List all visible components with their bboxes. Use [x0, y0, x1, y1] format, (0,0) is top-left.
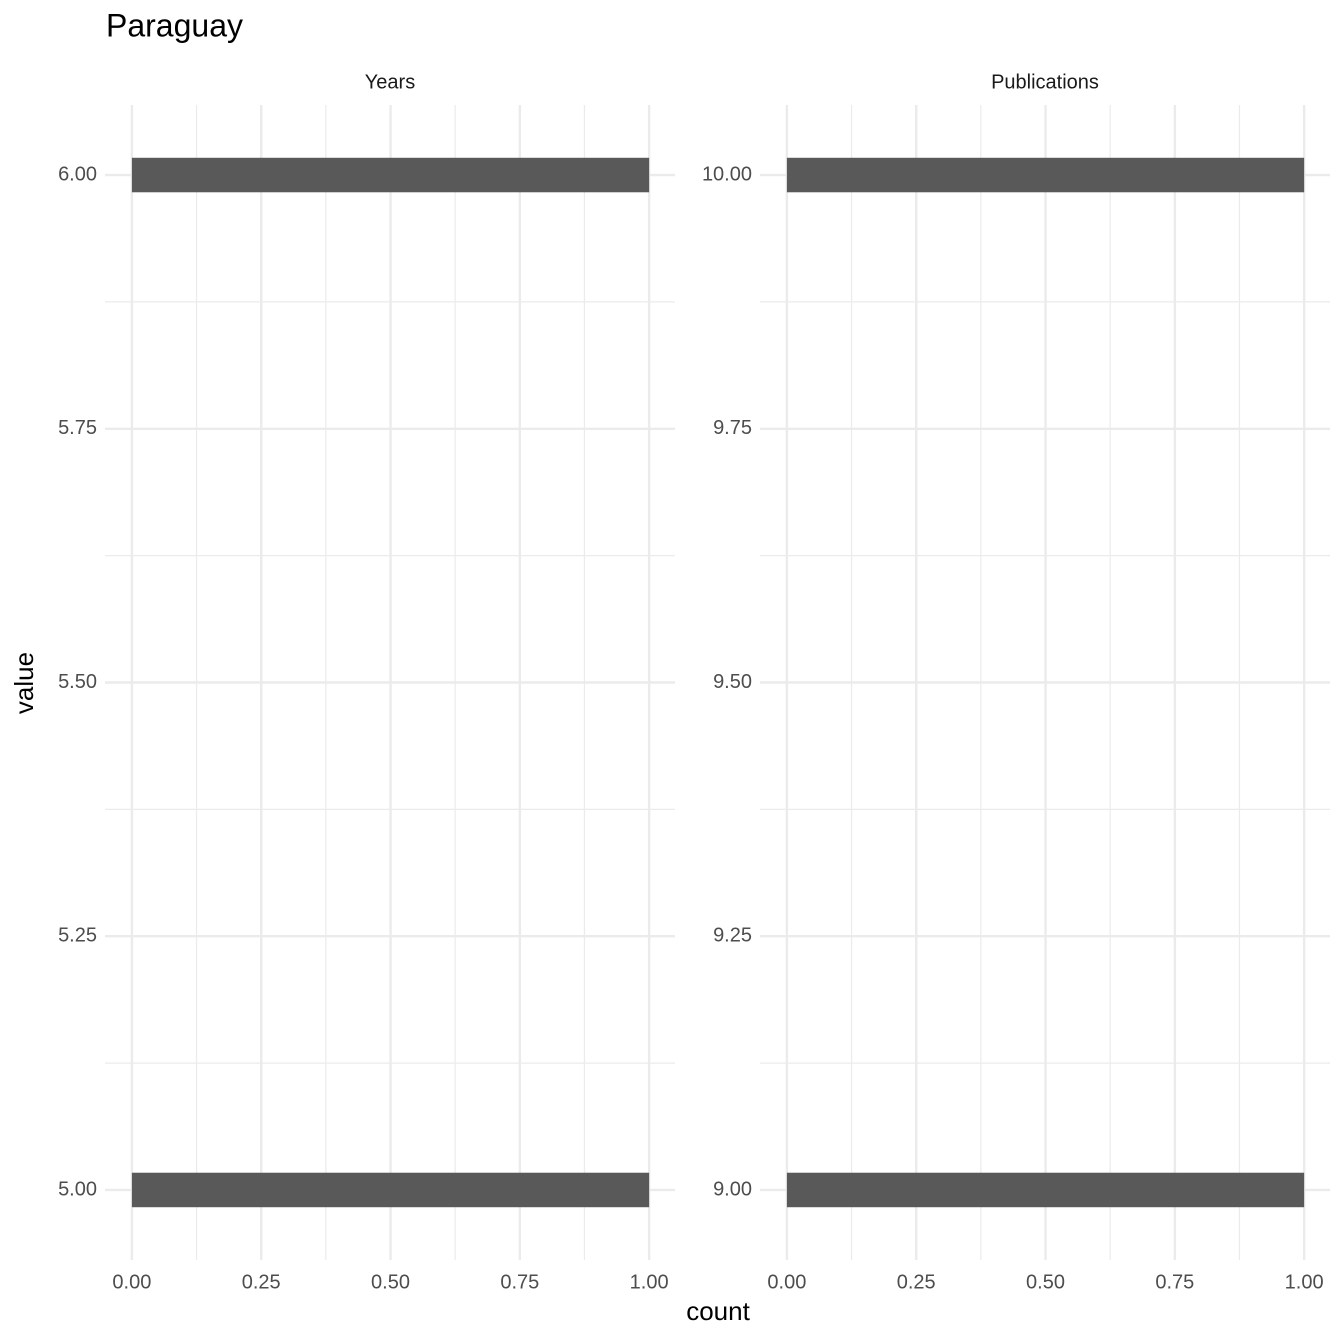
y-tick-label: 9.25	[713, 925, 752, 947]
chart-title: Paraguay	[106, 7, 243, 43]
y-tick-label: 10.00	[702, 163, 752, 185]
y-tick-label: 6.00	[58, 163, 97, 185]
bar	[131, 1172, 650, 1208]
y-tick-label: 9.75	[713, 417, 752, 439]
bar	[786, 1172, 1305, 1208]
x-tick-label: 0.50	[1026, 1271, 1065, 1293]
y-tick-label: 5.50	[58, 671, 97, 693]
x-tick-label: 1.00	[630, 1271, 669, 1293]
facet-title: Publications	[991, 71, 1099, 93]
y-axis-title: value	[9, 652, 39, 714]
x-tick-label: 0.75	[1155, 1271, 1194, 1293]
x-tick-label: 0.00	[767, 1271, 806, 1293]
y-tick-label: 5.75	[58, 417, 97, 439]
bar	[786, 157, 1305, 193]
facet-title: Years	[365, 71, 415, 93]
x-tick-label: 0.25	[242, 1271, 281, 1293]
x-tick-label: 0.50	[371, 1271, 410, 1293]
x-tick-label: 0.75	[500, 1271, 539, 1293]
x-tick-label: 1.00	[1285, 1271, 1324, 1293]
y-tick-label: 5.00	[58, 1178, 97, 1200]
x-axis-title: count	[686, 1296, 750, 1326]
bar	[131, 157, 650, 193]
x-tick-label: 0.25	[897, 1271, 936, 1293]
y-tick-label: 9.50	[713, 671, 752, 693]
x-tick-label: 0.00	[112, 1271, 151, 1293]
y-tick-label: 9.00	[713, 1178, 752, 1200]
y-tick-label: 5.25	[58, 925, 97, 947]
